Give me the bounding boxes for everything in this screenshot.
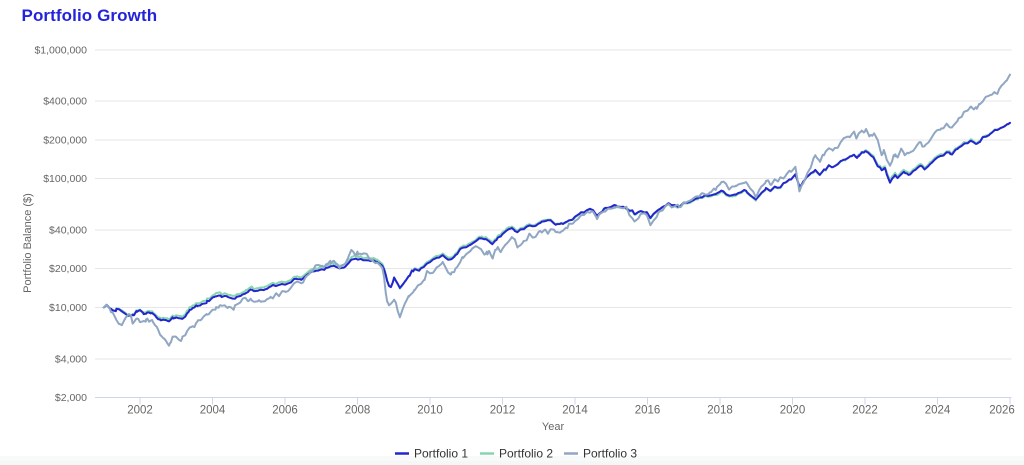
svg-text:Portfolio Balance ($): Portfolio Balance ($) <box>22 193 34 293</box>
svg-text:2004: 2004 <box>200 405 226 417</box>
svg-text:$2,000: $2,000 <box>55 392 87 404</box>
svg-text:Portfolio 2: Portfolio 2 <box>499 447 553 461</box>
svg-text:Portfolio 3: Portfolio 3 <box>583 447 637 461</box>
svg-text:2024: 2024 <box>925 405 951 417</box>
svg-text:$4,000: $4,000 <box>55 353 87 365</box>
svg-text:2018: 2018 <box>707 405 733 417</box>
svg-text:2006: 2006 <box>272 405 298 417</box>
svg-text:2002: 2002 <box>127 405 153 417</box>
svg-text:$1,000,000: $1,000,000 <box>34 44 87 56</box>
svg-text:2016: 2016 <box>635 405 661 417</box>
svg-text:2008: 2008 <box>345 405 371 417</box>
svg-text:$20,000: $20,000 <box>49 263 87 275</box>
svg-text:$40,000: $40,000 <box>49 224 87 236</box>
svg-text:$100,000: $100,000 <box>43 173 87 185</box>
svg-text:2014: 2014 <box>562 405 588 417</box>
svg-text:Year: Year <box>542 421 565 433</box>
svg-text:$200,000: $200,000 <box>43 134 87 146</box>
svg-text:$400,000: $400,000 <box>43 96 87 108</box>
svg-text:2010: 2010 <box>417 405 443 417</box>
svg-text:2026: 2026 <box>989 405 1015 417</box>
svg-text:$10,000: $10,000 <box>49 302 87 314</box>
svg-text:2012: 2012 <box>490 405 516 417</box>
svg-text:Portfolio 1: Portfolio 1 <box>414 447 468 461</box>
svg-text:2020: 2020 <box>780 405 806 417</box>
svg-text:2022: 2022 <box>852 405 878 417</box>
svg-text:Portfolio Growth: Portfolio Growth <box>22 6 158 25</box>
